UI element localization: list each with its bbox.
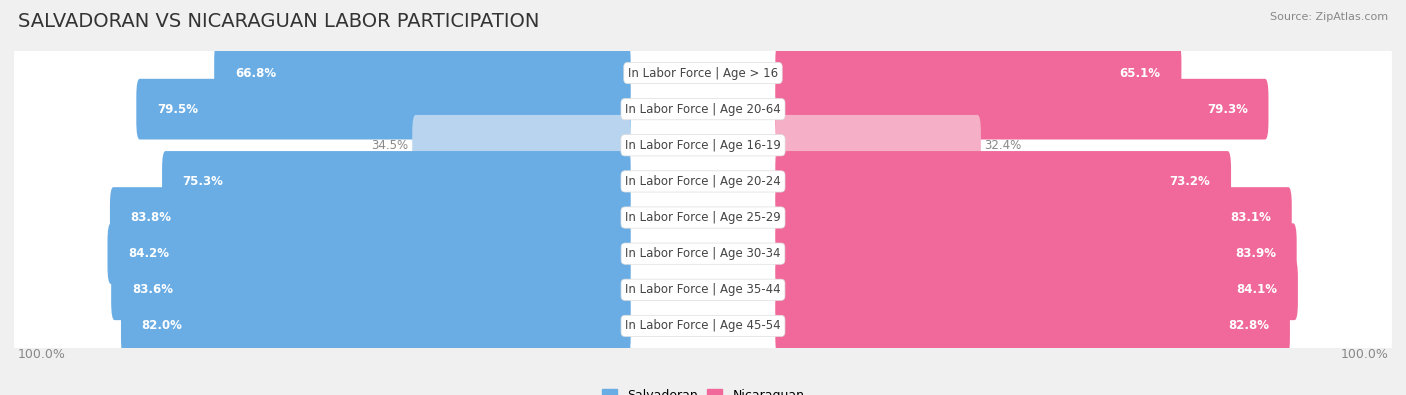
- Text: 82.8%: 82.8%: [1229, 320, 1270, 333]
- FancyBboxPatch shape: [107, 223, 631, 284]
- FancyBboxPatch shape: [111, 260, 631, 320]
- Text: 32.4%: 32.4%: [984, 139, 1022, 152]
- FancyBboxPatch shape: [775, 260, 1298, 320]
- FancyBboxPatch shape: [14, 184, 1392, 252]
- FancyBboxPatch shape: [14, 292, 1392, 360]
- Text: SALVADORAN VS NICARAGUAN LABOR PARTICIPATION: SALVADORAN VS NICARAGUAN LABOR PARTICIPA…: [18, 12, 540, 31]
- Text: 100.0%: 100.0%: [17, 348, 66, 361]
- FancyBboxPatch shape: [775, 115, 981, 176]
- Text: In Labor Force | Age 16-19: In Labor Force | Age 16-19: [626, 139, 780, 152]
- Text: In Labor Force | Age > 16: In Labor Force | Age > 16: [628, 66, 778, 79]
- Text: 66.8%: 66.8%: [235, 66, 276, 79]
- FancyBboxPatch shape: [775, 223, 1296, 284]
- Text: 75.3%: 75.3%: [183, 175, 224, 188]
- Text: 83.9%: 83.9%: [1234, 247, 1277, 260]
- Text: 65.1%: 65.1%: [1119, 66, 1161, 79]
- FancyBboxPatch shape: [14, 256, 1392, 324]
- Text: 73.2%: 73.2%: [1170, 175, 1211, 188]
- FancyBboxPatch shape: [110, 187, 631, 248]
- FancyBboxPatch shape: [14, 111, 1392, 179]
- Text: 100.0%: 100.0%: [1340, 348, 1389, 361]
- Text: 83.1%: 83.1%: [1230, 211, 1271, 224]
- Legend: Salvadoran, Nicaraguan: Salvadoran, Nicaraguan: [596, 384, 810, 395]
- Text: In Labor Force | Age 20-24: In Labor Force | Age 20-24: [626, 175, 780, 188]
- Text: 84.1%: 84.1%: [1236, 283, 1277, 296]
- FancyBboxPatch shape: [121, 295, 631, 356]
- Text: 84.2%: 84.2%: [128, 247, 169, 260]
- FancyBboxPatch shape: [162, 151, 631, 212]
- Text: 83.6%: 83.6%: [132, 283, 173, 296]
- Text: In Labor Force | Age 25-29: In Labor Force | Age 25-29: [626, 211, 780, 224]
- FancyBboxPatch shape: [775, 151, 1232, 212]
- Text: In Labor Force | Age 35-44: In Labor Force | Age 35-44: [626, 283, 780, 296]
- FancyBboxPatch shape: [14, 39, 1392, 107]
- FancyBboxPatch shape: [136, 79, 631, 139]
- FancyBboxPatch shape: [14, 75, 1392, 143]
- FancyBboxPatch shape: [14, 220, 1392, 288]
- Text: In Labor Force | Age 20-64: In Labor Force | Age 20-64: [626, 103, 780, 116]
- FancyBboxPatch shape: [775, 43, 1181, 103]
- Text: In Labor Force | Age 45-54: In Labor Force | Age 45-54: [626, 320, 780, 333]
- Text: In Labor Force | Age 30-34: In Labor Force | Age 30-34: [626, 247, 780, 260]
- Text: 82.0%: 82.0%: [142, 320, 183, 333]
- FancyBboxPatch shape: [14, 147, 1392, 215]
- FancyBboxPatch shape: [214, 43, 631, 103]
- Text: 34.5%: 34.5%: [371, 139, 409, 152]
- Text: Source: ZipAtlas.com: Source: ZipAtlas.com: [1270, 12, 1388, 22]
- FancyBboxPatch shape: [775, 79, 1268, 139]
- Text: 79.3%: 79.3%: [1206, 103, 1247, 116]
- Text: 83.8%: 83.8%: [131, 211, 172, 224]
- FancyBboxPatch shape: [775, 295, 1289, 356]
- FancyBboxPatch shape: [412, 115, 631, 176]
- Text: 79.5%: 79.5%: [157, 103, 198, 116]
- FancyBboxPatch shape: [775, 187, 1292, 248]
